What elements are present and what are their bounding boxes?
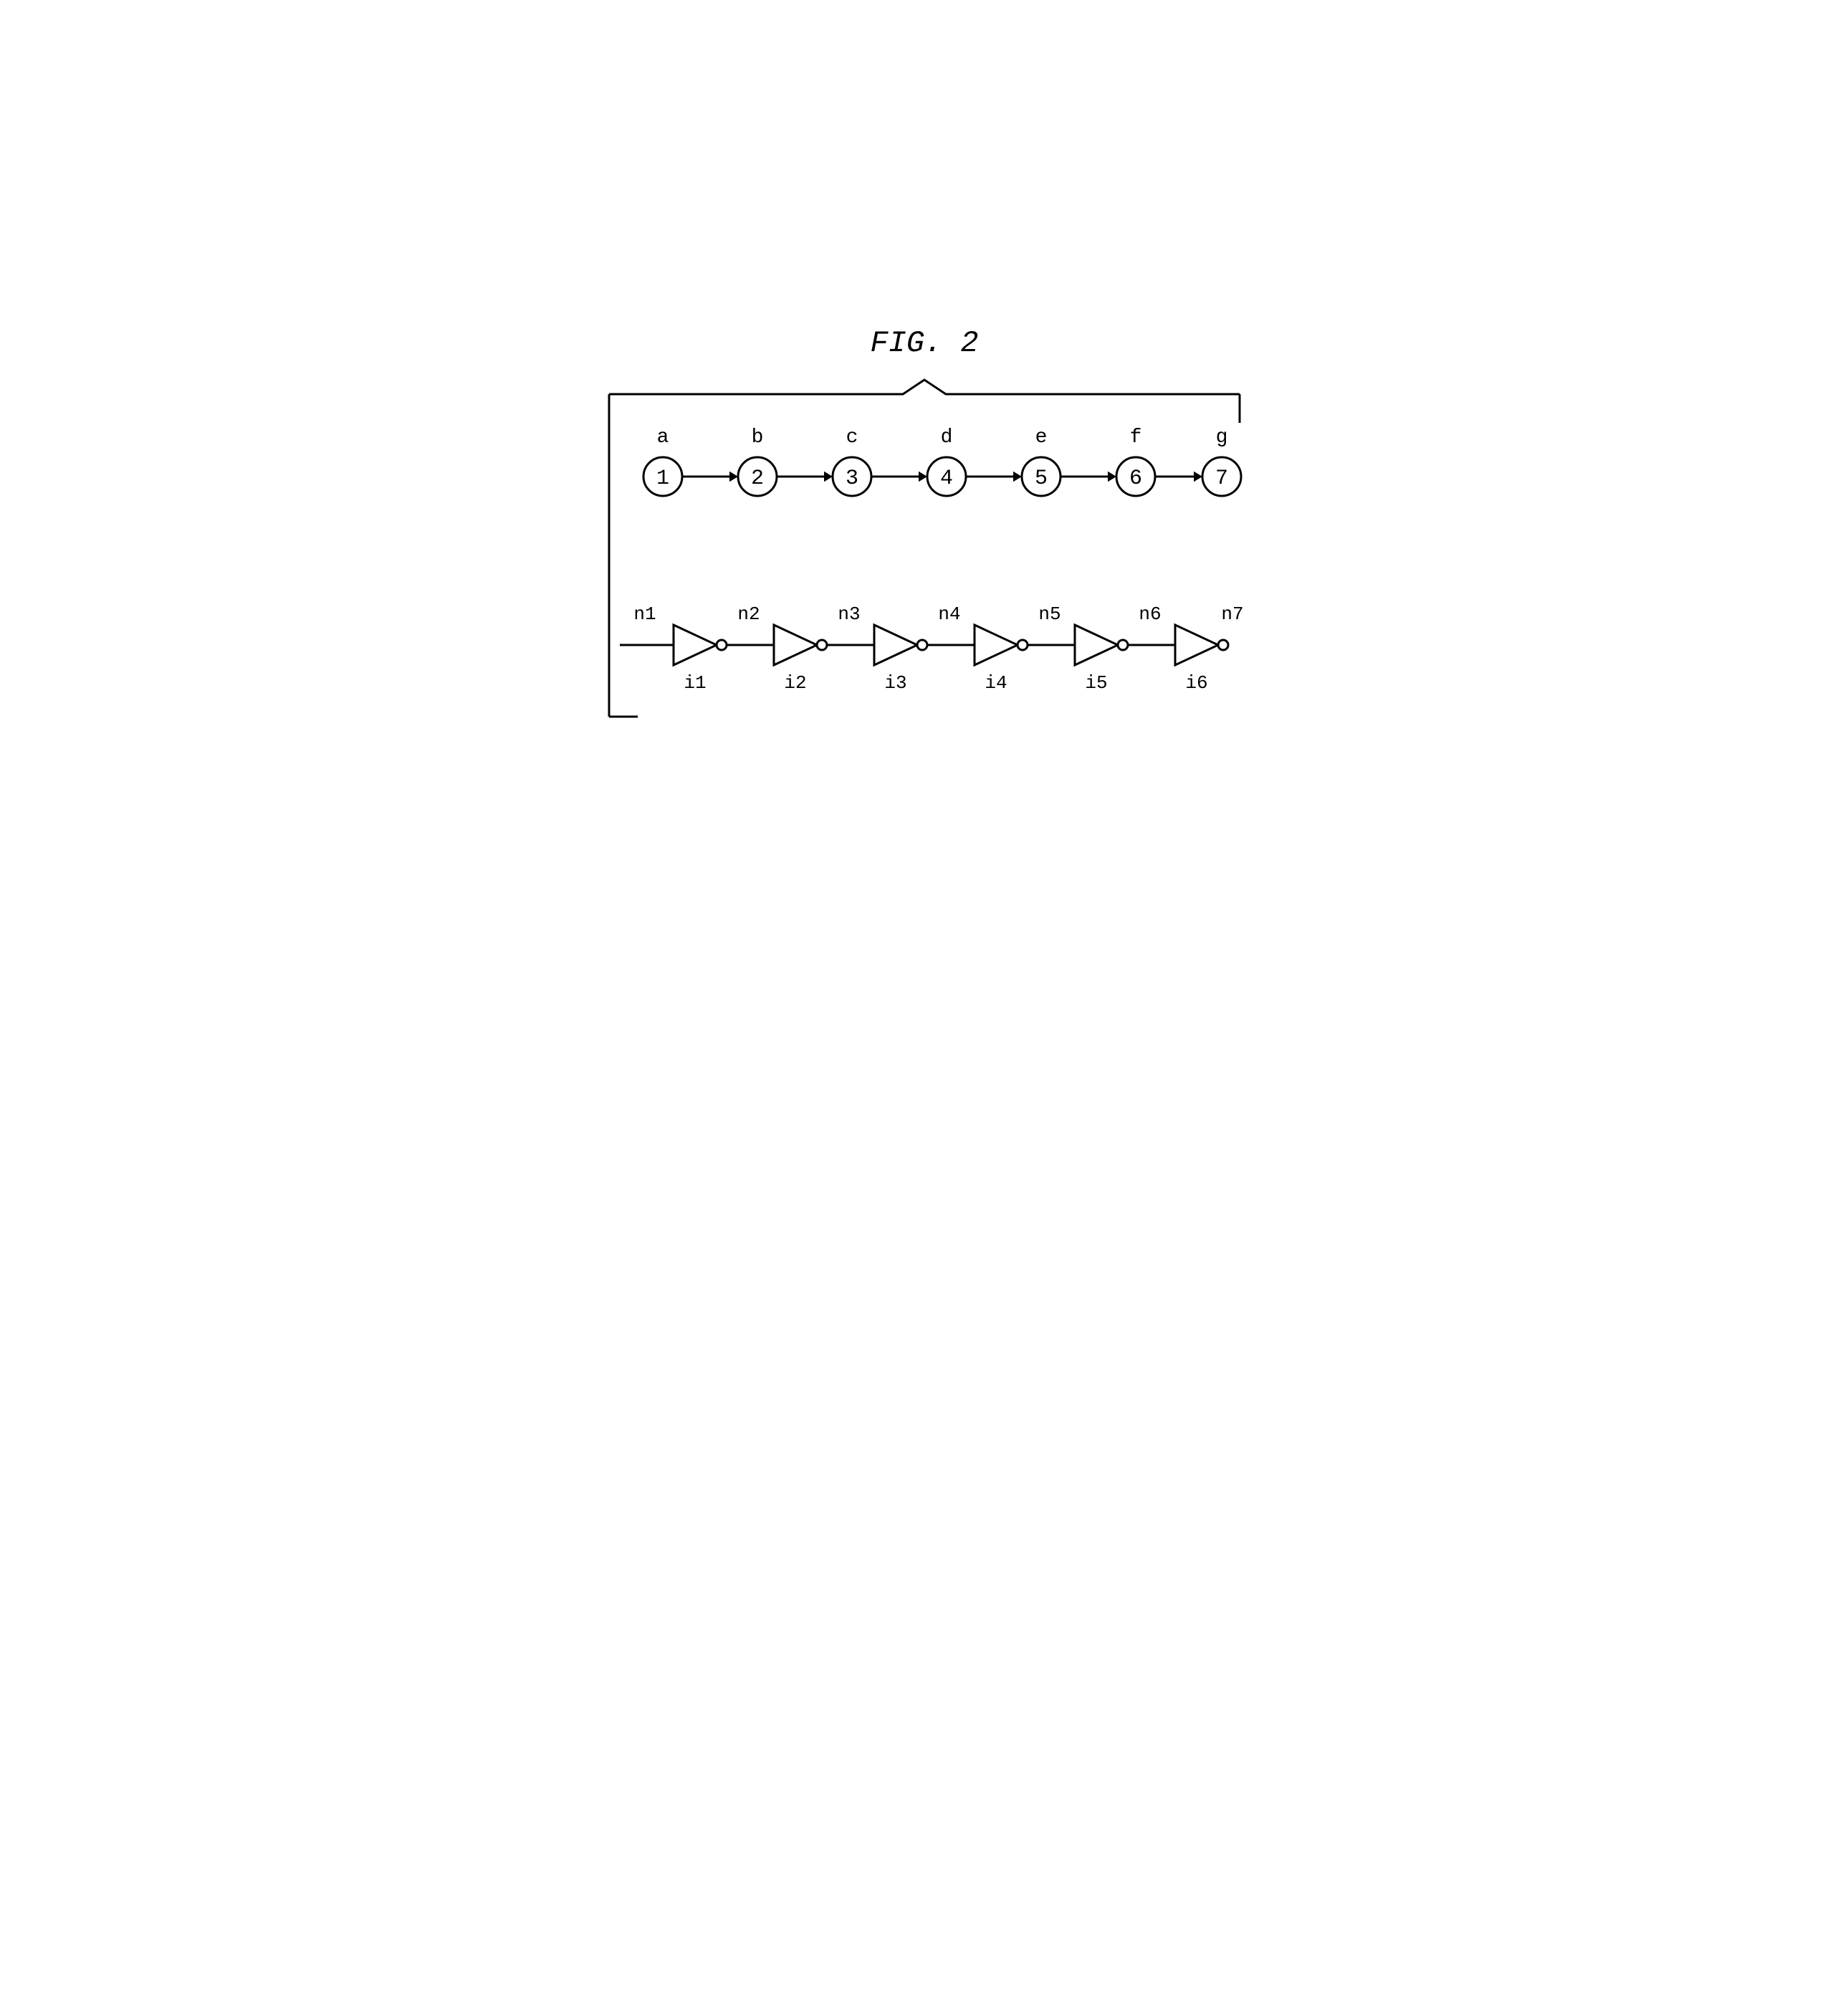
net-label: n5 xyxy=(1038,603,1061,625)
inverter-bubble-icon xyxy=(1018,640,1028,650)
inverter-instance-label: i1 xyxy=(684,672,706,694)
arrowhead-icon xyxy=(1013,472,1022,482)
inverter-bubble-icon xyxy=(817,640,827,650)
inverter-instance-label: i2 xyxy=(784,672,806,694)
arrowhead-icon xyxy=(1194,472,1202,482)
inverter-gate-icon xyxy=(674,625,717,665)
net-label: n4 xyxy=(938,603,960,625)
arrowhead-icon xyxy=(824,472,833,482)
inverter-gate-icon xyxy=(1175,625,1218,665)
net-label: n6 xyxy=(1139,603,1161,625)
inverter-bubble-icon xyxy=(917,640,927,650)
inverter-bubble-icon xyxy=(717,640,727,650)
net-label: n2 xyxy=(737,603,760,625)
inverter-gate-icon xyxy=(874,625,917,665)
net-label: n1 xyxy=(633,603,656,625)
graph-node-number: 7 xyxy=(1215,467,1227,491)
graph-node-label: c xyxy=(846,426,858,449)
graph-node-label: g xyxy=(1215,426,1227,449)
figure-title: FIG. 2 xyxy=(870,326,978,360)
graph-node-number: 4 xyxy=(939,467,952,491)
graph-node-number: 6 xyxy=(1129,467,1141,491)
graph-node-number: 5 xyxy=(1034,467,1047,491)
net-label: n7 xyxy=(1221,603,1243,625)
graph-node-number: 3 xyxy=(845,467,858,491)
graph-node-label: f xyxy=(1129,426,1141,449)
net-label: n3 xyxy=(838,603,860,625)
graph-node-label: b xyxy=(751,426,763,449)
inverter-gate-icon xyxy=(1075,625,1118,665)
arrowhead-icon xyxy=(729,472,738,482)
inverter-instance-label: i6 xyxy=(1185,672,1207,694)
figure-diagram: FIG. 2 1 a 2 b 3 c 4 d 5 e 6 f 7 g i1 i2 i3 i4 i5 i6 n1 n2 n3 n4… xyxy=(580,29,1268,770)
graph-node-label: a xyxy=(656,426,669,449)
inverter-gate-icon xyxy=(774,625,817,665)
graph-node-label: d xyxy=(940,426,952,449)
inverter-gate-icon xyxy=(975,625,1018,665)
bracket-top xyxy=(609,380,1240,394)
inverter-instance-label: i3 xyxy=(884,672,906,694)
inverter-bubble-icon xyxy=(1118,640,1128,650)
arrowhead-icon xyxy=(919,472,927,482)
inverter-bubble-icon xyxy=(1218,640,1228,650)
graph-node-number: 1 xyxy=(656,467,669,491)
inverter-instance-label: i5 xyxy=(1085,672,1107,694)
arrowhead-icon xyxy=(1108,472,1116,482)
graph-node-label: e xyxy=(1035,426,1047,449)
inverter-instance-label: i4 xyxy=(985,672,1007,694)
graph-node-number: 2 xyxy=(750,467,763,491)
